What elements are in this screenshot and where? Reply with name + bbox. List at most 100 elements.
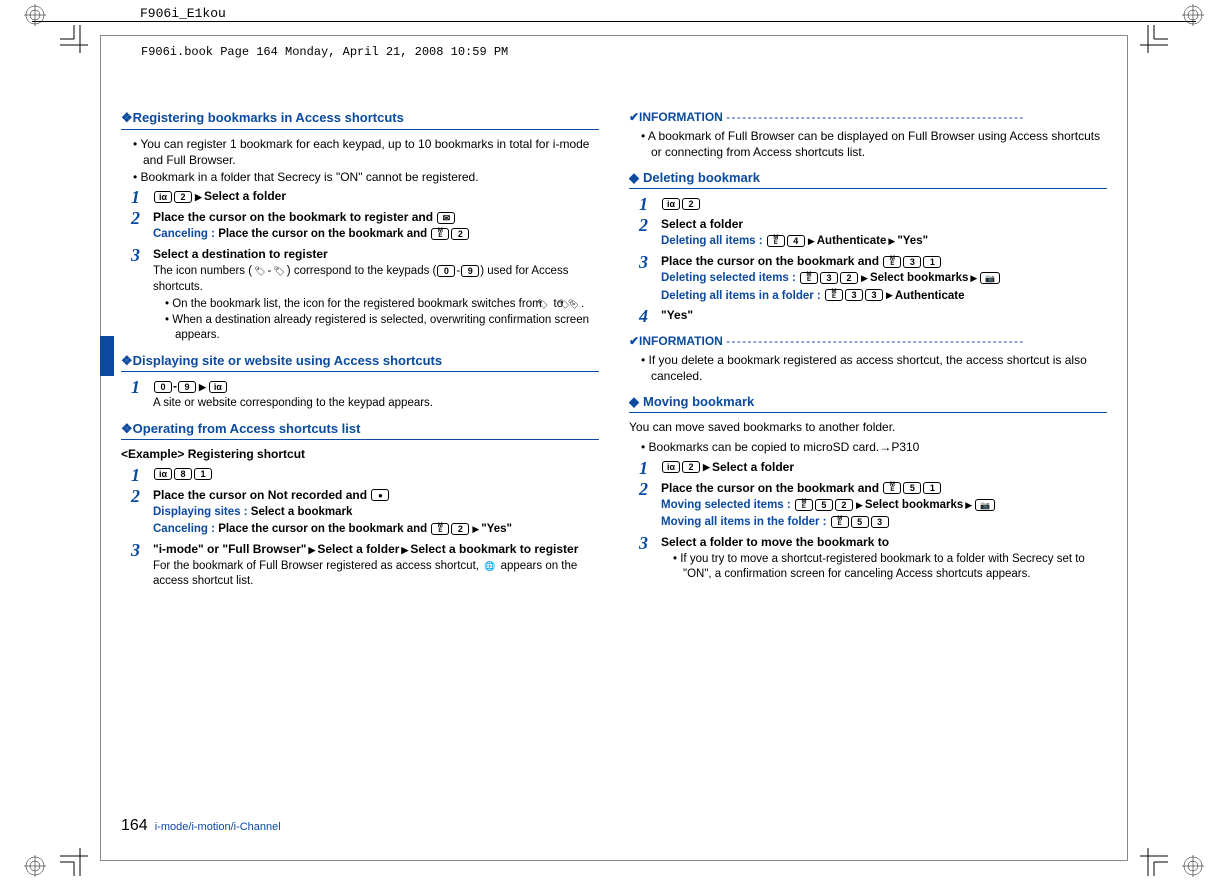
sub-text: "Yes" — [481, 523, 512, 535]
step-sub: Moving selected items : 52▶Select bookma… — [661, 498, 1107, 514]
step-desc: For the bookmark of Full Browser registe… — [153, 559, 599, 590]
sub-label: Canceling : — [153, 228, 218, 240]
key-i-alpha: iα — [662, 461, 680, 473]
sub-text: Place the cursor on the bookmark and — [218, 523, 430, 535]
page-number: 164 — [121, 817, 148, 834]
step-text: Select a folder — [661, 216, 1107, 232]
intro-text: You can move saved bookmarks to another … — [629, 419, 1107, 435]
key-menu — [795, 499, 813, 511]
step-number: 2 — [131, 487, 145, 538]
key-4: 4 — [787, 235, 805, 247]
step-1: 1 iα81 — [131, 466, 599, 484]
step-desc: A site or website corresponding to the k… — [153, 396, 599, 412]
key-0: 0 — [437, 265, 455, 277]
step-1: 1 iα2 — [639, 195, 1107, 213]
step-text: "i-mode" or "Full Browser"▶Select a fold… — [153, 541, 599, 557]
dash-rule: - - - - - - - - - - - - - - - - - - - - … — [726, 110, 1022, 124]
step-sub: Deleting all items : 4▶Authenticate▶"Yes… — [661, 234, 1107, 250]
step-text: Select a destination to register — [153, 246, 599, 262]
inner-bullet-list: On the bookmark list, the icon for the r… — [153, 297, 599, 344]
bullet-list: A bookmark of Full Browser can be displa… — [629, 128, 1107, 160]
step-2: 2 Place the cursor on Not recorded and D… — [131, 487, 599, 538]
arrow-icon: ▶ — [808, 236, 815, 246]
key-8: 8 — [174, 468, 192, 480]
key-1: 1 — [923, 256, 941, 268]
key-5: 5 — [815, 499, 833, 511]
left-column: ❖Registering bookmarks in Access shortcu… — [121, 101, 599, 810]
step-label: Select a folder — [712, 460, 794, 474]
key-2: 2 — [840, 272, 858, 284]
sub-text: Authenticate — [817, 235, 887, 247]
step-3: 3 "i-mode" or "Full Browser"▶Select a fo… — [131, 541, 599, 590]
key-1: 1 — [923, 482, 941, 494]
bullet-item: If you delete a bookmark registered as a… — [641, 352, 1107, 384]
bullet-item: You can register 1 bookmark for each key… — [133, 136, 599, 168]
information-heading: ✔INFORMATION - - - - - - - - - - - - - -… — [629, 109, 1107, 125]
arrow-icon: ▶ — [401, 545, 408, 555]
registration-mark — [24, 4, 46, 31]
inner-bullet-list: If you try to move a shortcut-registered… — [661, 552, 1107, 583]
key-menu — [883, 256, 901, 268]
key-menu — [800, 272, 818, 284]
step-sub: Displaying sites : Select a bookmark — [153, 505, 599, 521]
key-menu — [883, 482, 901, 494]
bullet-item: When a destination already registered is… — [165, 313, 599, 344]
key-i-alpha: iα — [209, 381, 227, 393]
step-number: 2 — [639, 480, 653, 531]
section-tab — [100, 336, 114, 376]
section-heading: Deleting bookmark — [629, 169, 1107, 190]
step-label: Select a folder — [204, 189, 286, 203]
sub-text: Place the cursor on the bookmark and — [218, 228, 430, 240]
step-desc: The icon numbers (🏷-🏷) correspond to the… — [153, 264, 599, 295]
key-3: 3 — [865, 289, 883, 301]
inline-icon: 🏷 — [252, 265, 267, 277]
step-sub: Deleting all items in a folder : 33▶Auth… — [661, 289, 1107, 305]
sub-text: Select a bookmark — [251, 506, 353, 518]
step-text: Place the cursor on the bookmark to regi… — [153, 209, 599, 225]
key-3: 3 — [903, 256, 921, 268]
key-5: 5 — [903, 482, 921, 494]
key-menu — [431, 228, 449, 240]
step-number: 4 — [639, 307, 653, 325]
arrow-icon: ▶ — [888, 236, 895, 246]
step-number: 1 — [639, 459, 653, 477]
step-3: 3 Select a folder to move the bookmark t… — [639, 534, 1107, 583]
sub-label: Deleting all items in a folder : — [661, 290, 824, 302]
step-number: 2 — [639, 216, 653, 250]
key-3: 3 — [871, 516, 889, 528]
inline-icon: 🏷 — [576, 298, 581, 310]
arrow-icon: ▶ — [886, 290, 893, 300]
sub-text: Select bookmarks — [865, 499, 963, 511]
key-2: 2 — [835, 499, 853, 511]
step-number: 1 — [639, 195, 653, 213]
step-text: "Yes" — [661, 307, 1107, 323]
section-heading: Moving bookmark — [629, 393, 1107, 414]
text-fragment: Select a folder — [317, 542, 399, 556]
key-1: 1 — [194, 468, 212, 480]
text-fragment: The icon numbers ( — [153, 265, 252, 277]
key-2: 2 — [174, 191, 192, 203]
crop-mark — [1128, 836, 1168, 876]
bullet-list: If you delete a bookmark registered as a… — [629, 352, 1107, 384]
arrow-icon: ▶ — [965, 500, 972, 510]
section-heading: ❖Operating from Access shortcuts list — [121, 420, 599, 441]
step-sub: Canceling : Place the cursor on the book… — [153, 227, 599, 243]
step-2: 2 Select a folder Deleting all items : 4… — [639, 216, 1107, 250]
sub-label: Moving all items in the folder : — [661, 516, 830, 528]
registration-mark — [24, 855, 46, 882]
example-label: <Example> Registering shortcut — [121, 446, 599, 462]
step-3: 3 Select a destination to register The i… — [131, 246, 599, 344]
step-text: iα2 — [661, 195, 1107, 211]
bullet-item: If you try to move a shortcut-registered… — [673, 552, 1107, 583]
key-i-alpha: iα — [662, 198, 680, 210]
step-number: 1 — [131, 466, 145, 484]
sub-label: Displaying sites : — [153, 506, 251, 518]
dash-rule: - - - - - - - - - - - - - - - - - - - - … — [726, 334, 1022, 348]
information-heading: ✔INFORMATION - - - - - - - - - - - - - -… — [629, 333, 1107, 349]
arrow-icon: ▶ — [861, 273, 868, 283]
sub-label: Deleting selected items : — [661, 272, 799, 284]
key-center — [371, 489, 389, 501]
key-camera — [975, 499, 995, 511]
step-label: Place the cursor on the bookmark and — [661, 254, 882, 268]
key-menu — [825, 289, 843, 301]
